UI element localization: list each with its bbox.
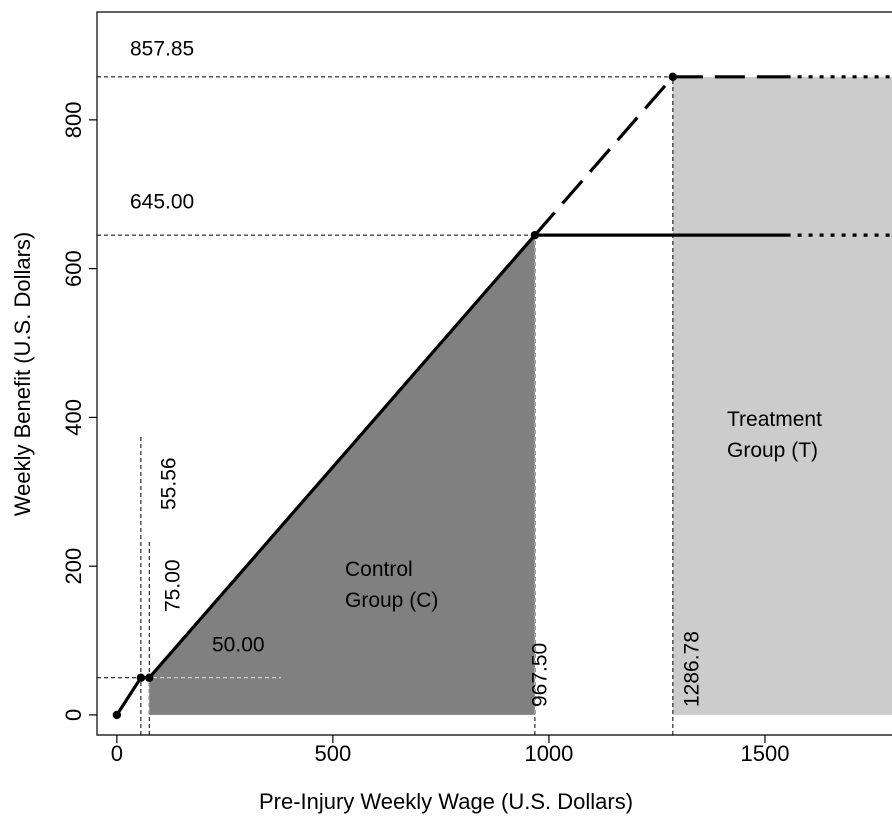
region-label: Treatment Group (T) xyxy=(727,408,822,462)
plot-area xyxy=(97,72,892,735)
reference-label: 857.85 xyxy=(130,38,194,61)
plot-frame xyxy=(96,11,892,736)
x-axis-label: Pre-Injury Weekly Wage (U.S. Dollars) xyxy=(259,789,633,814)
series-line xyxy=(533,75,787,237)
reference-label: 50.00 xyxy=(212,634,265,657)
y-tick-label: 600 xyxy=(61,250,86,287)
reference-label: 967.50 xyxy=(529,643,552,707)
reference-label: 55.56 xyxy=(158,457,181,510)
region xyxy=(149,235,535,715)
point xyxy=(136,673,146,682)
reference-label: 645.00 xyxy=(130,191,194,214)
point xyxy=(112,710,122,720)
point xyxy=(145,673,154,682)
point xyxy=(530,230,540,240)
x-tick-label: 0 xyxy=(111,741,123,766)
y-axis-label: Weekly Benefit (U.S. Dollars) xyxy=(10,232,35,516)
y-tick-label: 200 xyxy=(61,548,86,585)
y-tick-label: 800 xyxy=(61,101,86,138)
x-tick-label: 1000 xyxy=(524,741,573,766)
region xyxy=(672,76,892,715)
y-tick-label: 0 xyxy=(61,709,86,721)
x-tick-label: 500 xyxy=(315,741,352,766)
reference-label: 1286.78 xyxy=(681,631,704,707)
reference-label: 75.00 xyxy=(162,559,185,612)
y-tick-label: 400 xyxy=(61,399,86,436)
point xyxy=(668,72,678,82)
region-label: Control Group (C) xyxy=(345,558,438,612)
x-tick-label: 1500 xyxy=(740,741,789,766)
